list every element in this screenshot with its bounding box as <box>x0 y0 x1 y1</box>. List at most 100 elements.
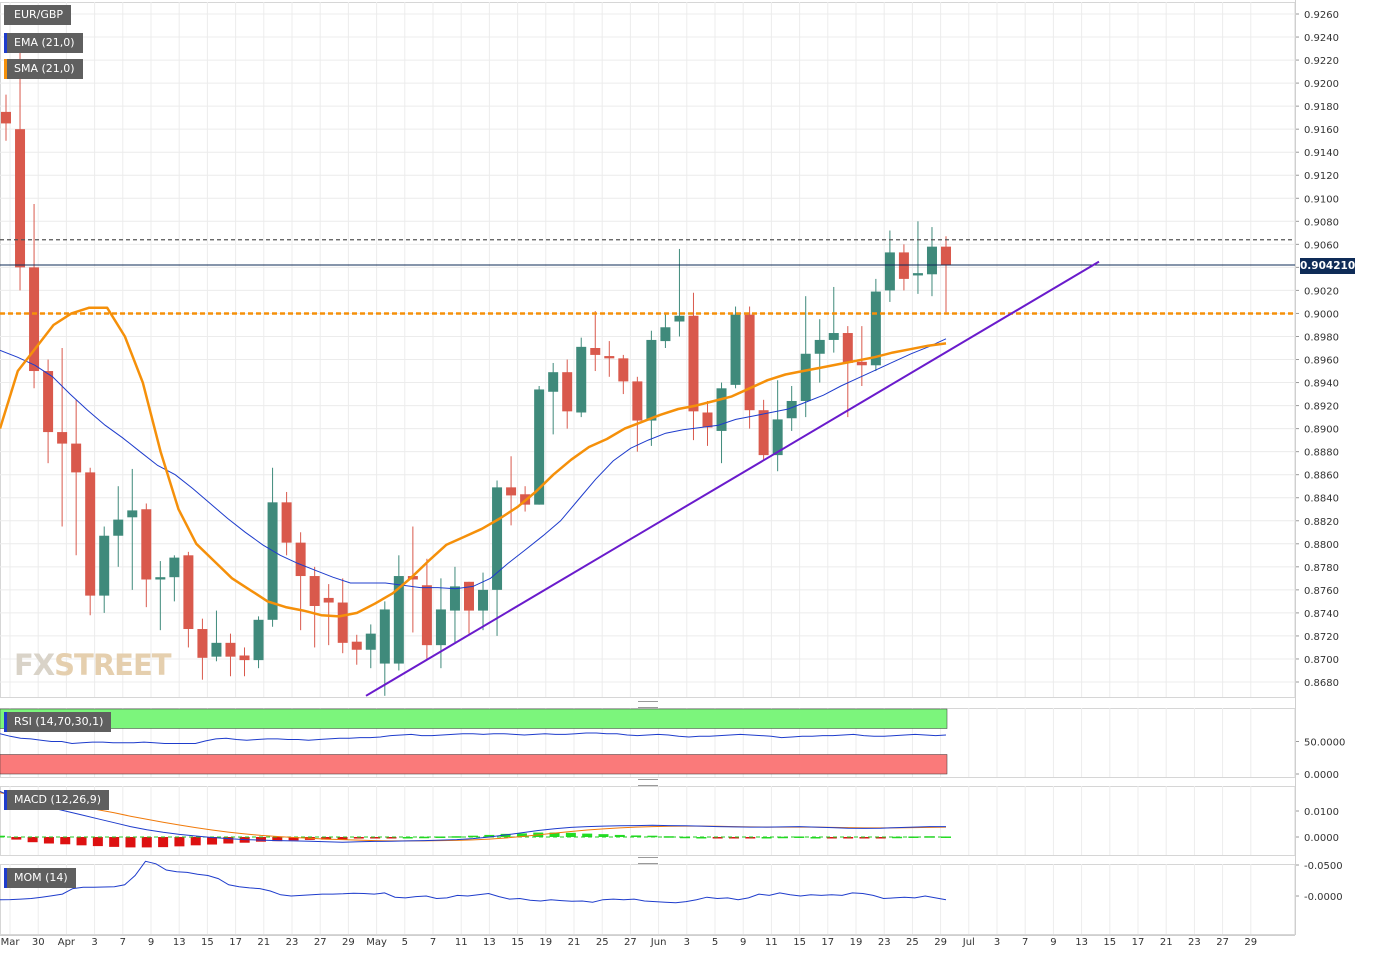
grid-layer <box>0 2 1296 935</box>
y-tick-label: 0.9000 <box>1304 309 1339 320</box>
candle-body <box>912 273 923 276</box>
candle-body <box>85 472 96 596</box>
candle-body <box>57 432 68 444</box>
x-tick-label: 3 <box>684 937 690 948</box>
candle-body <box>758 410 769 456</box>
macd-histogram-bar <box>60 837 71 845</box>
candle-body <box>267 502 278 620</box>
candle-body <box>842 333 853 363</box>
macd-histogram-bar <box>223 837 234 844</box>
resize-handle-rsi[interactable] <box>638 701 658 708</box>
x-tick-label: 7 <box>430 937 436 948</box>
candle-body <box>407 576 418 580</box>
macd-histogram-bar <box>826 837 837 839</box>
ema-legend[interactable]: EMA (21,0) <box>4 33 83 53</box>
y-tick-label: 0.9140 <box>1304 148 1339 159</box>
y-tick-label: 0.8980 <box>1304 332 1339 343</box>
y-tick-label: 0.8900 <box>1304 425 1339 436</box>
ema-label: EMA (21,0) <box>14 36 75 49</box>
candle-body <box>660 327 671 342</box>
y-tick-label: 0.8720 <box>1304 632 1339 643</box>
x-tick-label: 29 <box>342 937 355 948</box>
x-tick-label: 15 <box>511 937 524 948</box>
x-tick-label: 21 <box>257 937 270 948</box>
macd-histogram-bar <box>272 837 283 842</box>
macd-histogram-bar <box>337 837 348 840</box>
x-tick-label: 23 <box>286 937 299 948</box>
macd-histogram-bar <box>745 837 756 839</box>
candle-body <box>421 585 432 646</box>
macd-histogram-bar <box>109 837 120 847</box>
y-tick-label: 0.9160 <box>1304 125 1339 136</box>
candle-body <box>898 252 909 279</box>
y-tick-label: 0.8840 <box>1304 494 1339 505</box>
x-tick-label: 5 <box>712 937 718 948</box>
macd-histogram-bar <box>468 835 479 838</box>
candle-body <box>43 371 54 433</box>
macd-histogram-bar <box>207 837 218 845</box>
x-tick-label: Jun <box>650 937 667 948</box>
mom-label: MOM (14) <box>14 871 68 884</box>
candle-body <box>800 353 811 401</box>
candle-body <box>463 581 474 611</box>
macd-histogram-bar <box>516 833 527 837</box>
candle-body <box>225 642 236 657</box>
macd-histogram-bar <box>321 837 332 840</box>
candle-body <box>169 557 180 578</box>
rsi-label: RSI (14,70,30,1) <box>14 715 104 728</box>
sma-legend[interactable]: SMA (21,0) <box>4 59 83 79</box>
y-tick-label: 0.8800 <box>1304 540 1339 551</box>
resize-handle-macd[interactable] <box>638 779 658 786</box>
candle-body <box>534 389 545 505</box>
macd-histogram-bar <box>353 837 364 839</box>
candle-body <box>772 419 783 456</box>
x-tick-label: 17 <box>1132 937 1145 948</box>
x-tick-label: 13 <box>173 937 186 948</box>
resize-handle-mom[interactable] <box>638 857 658 864</box>
current-price-tag: 0.904210 <box>1300 258 1356 274</box>
mom-legend[interactable]: MOM (14) <box>4 868 76 888</box>
candle-body <box>113 519 124 536</box>
rsi-y-tick-label: 0.0000 <box>1304 770 1339 781</box>
x-tick-label: 7 <box>1022 937 1028 948</box>
symbol-legend[interactable]: EUR/GBP <box>4 5 72 25</box>
x-tick-label: 15 <box>1103 937 1116 948</box>
x-tick-label: 27 <box>624 937 637 948</box>
candle-body <box>253 619 264 661</box>
candle-body <box>941 246 952 266</box>
macd-histogram-bar <box>712 837 723 839</box>
macd-histogram-bar <box>255 837 266 842</box>
rsi-legend[interactable]: RSI (14,70,30,1) <box>4 712 112 732</box>
x-tick-label: 13 <box>483 937 496 948</box>
y-tick-label: 0.8880 <box>1304 448 1339 459</box>
candle-body <box>744 314 755 411</box>
y-tick-label: 0.8780 <box>1304 563 1339 574</box>
macd-histogram-bar <box>0 835 5 838</box>
macd-histogram-bar <box>288 837 299 841</box>
x-tick-label: 17 <box>229 937 242 948</box>
x-tick-label: 5 <box>402 937 408 948</box>
x-tick-label: 27 <box>1216 937 1229 948</box>
axis-layer: Mar 30 Apr 3 7 9 13 15 17 21 23 27 29 May 5 7 11 13 15 19 21… <box>0 0 1345 948</box>
candle-body <box>478 589 489 611</box>
macd-histogram-bar <box>158 837 169 848</box>
macd-histogram-bar <box>11 837 22 840</box>
macd-label: MACD (12,26,9) <box>14 793 102 806</box>
rsi-swatch <box>4 712 7 732</box>
macd-y-tick-label: 0.0000 <box>1304 833 1339 844</box>
y-tick-label: 0.8940 <box>1304 379 1339 390</box>
macd-legend[interactable]: MACD (12,26,9) <box>4 790 110 810</box>
candle-body <box>702 412 713 428</box>
y-tick-label: 0.8860 <box>1304 471 1339 482</box>
x-tick-label: 13 <box>1075 937 1088 948</box>
candle-body <box>393 576 404 664</box>
rsi-oversold-zone <box>0 754 948 775</box>
sma-label: SMA (21,0) <box>14 62 75 75</box>
macd-histogram-bar <box>761 837 772 839</box>
price-panel <box>0 42 1295 697</box>
macd-histogram-bar <box>141 837 152 848</box>
candle-body <box>576 346 587 413</box>
macd-histogram-bar <box>484 834 495 837</box>
candle-body <box>351 641 362 650</box>
